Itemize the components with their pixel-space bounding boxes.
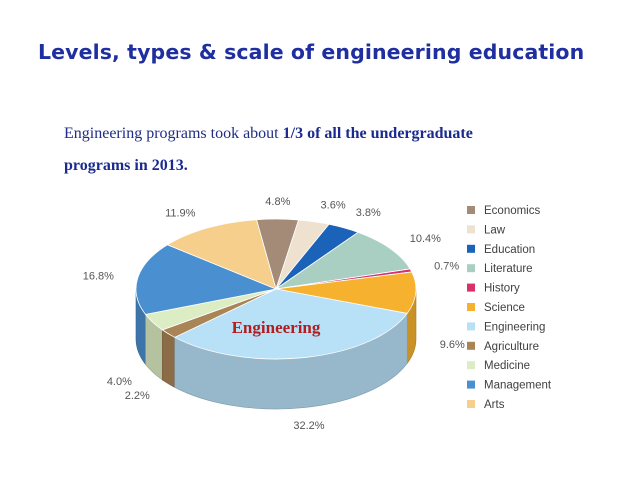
pie-label-law: 3.6%	[321, 199, 346, 211]
legend-swatch-history	[467, 283, 475, 292]
legend-item-medicine: Medicine	[467, 360, 530, 372]
legend-item-economics: Economics	[467, 205, 540, 217]
pie-label-medicine: 4.0%	[107, 376, 132, 388]
pie-slice-science	[275, 271, 417, 314]
legend-swatch-law	[467, 225, 475, 234]
legend-item-history: History	[467, 283, 520, 295]
pie-slice-literature	[275, 231, 411, 290]
pie-sides	[135, 288, 417, 410]
legend-swatch-agriculture	[467, 341, 475, 350]
pie-label-engineering: 32.2%	[293, 420, 324, 432]
legend-label-medicine: Medicine	[484, 360, 530, 372]
pie-label-agriculture: 2.2%	[125, 390, 150, 402]
body-text-highlight-cont: programs in 2013.	[64, 157, 188, 174]
legend-swatch-arts	[467, 400, 475, 408]
legend-label-agriculture: Agriculture	[484, 341, 539, 353]
legend-label-management: Management	[484, 380, 552, 392]
pie-top	[135, 218, 417, 360]
pie-label-education: 3.8%	[356, 207, 381, 219]
legend-label-history: History	[484, 283, 520, 295]
legend-label-education: Education	[484, 244, 535, 256]
legend-item-literature: Literature	[467, 263, 533, 275]
legend-label-law: Law	[484, 224, 506, 236]
slide-body-text: Engineering programs took about 1/3 of a…	[64, 118, 606, 182]
chart-legend: Economics Law Education Literature History Sc…	[467, 205, 552, 411]
engineering-callout: Engineering	[232, 318, 321, 337]
slide-title: Levels, types & scale of engineering edu…	[38, 40, 585, 64]
legend-label-arts: Arts	[484, 399, 505, 411]
legend-swatch-science	[467, 303, 475, 311]
legend-label-science: Science	[484, 302, 525, 314]
legend-item-arts: Arts	[467, 399, 505, 411]
legend-swatch-medicine	[467, 361, 475, 370]
pie-slice-management	[135, 244, 278, 315]
pie-label-literature: 10.4%	[410, 233, 441, 245]
legend-item-science: Science	[467, 302, 525, 314]
legend-label-literature: Literature	[484, 263, 533, 275]
legend-swatch-engineering	[467, 322, 475, 331]
legend-item-management: Management	[467, 380, 552, 392]
pie-label-science: 9.6%	[440, 339, 465, 351]
pie-labels: 4.8% 3.6% 3.8% 10.4% 0.7% 9.6% 32.2% 2.2% 4.0% 16…	[83, 196, 465, 432]
legend-label-engineering: Engineering	[484, 321, 545, 333]
pie-label-management: 16.8%	[83, 270, 114, 282]
legend-swatch-education	[467, 244, 475, 253]
legend-item-agriculture: Agriculture	[467, 341, 539, 353]
legend-item-education: Education	[467, 244, 535, 256]
pie-slice-arts	[166, 219, 277, 290]
pie-slice-engineering	[173, 288, 408, 360]
body-text-plain: Engineering programs took about	[64, 125, 283, 142]
pie-label-arts: 11.9%	[165, 207, 196, 219]
pie-side-agriculture	[162, 329, 175, 388]
body-text-highlight: 1/3 of all the undergraduate	[282, 125, 473, 142]
legend-item-engineering: Engineering	[467, 321, 545, 333]
pie-label-economics: 4.8%	[265, 196, 290, 208]
pie-label-history: 0.7%	[434, 261, 459, 273]
legend-item-law: Law	[467, 224, 506, 236]
legend-label-economics: Economics	[484, 205, 540, 217]
legend-swatch-economics	[467, 206, 475, 214]
legend-swatch-management	[467, 380, 475, 389]
legend-swatch-literature	[467, 264, 475, 273]
